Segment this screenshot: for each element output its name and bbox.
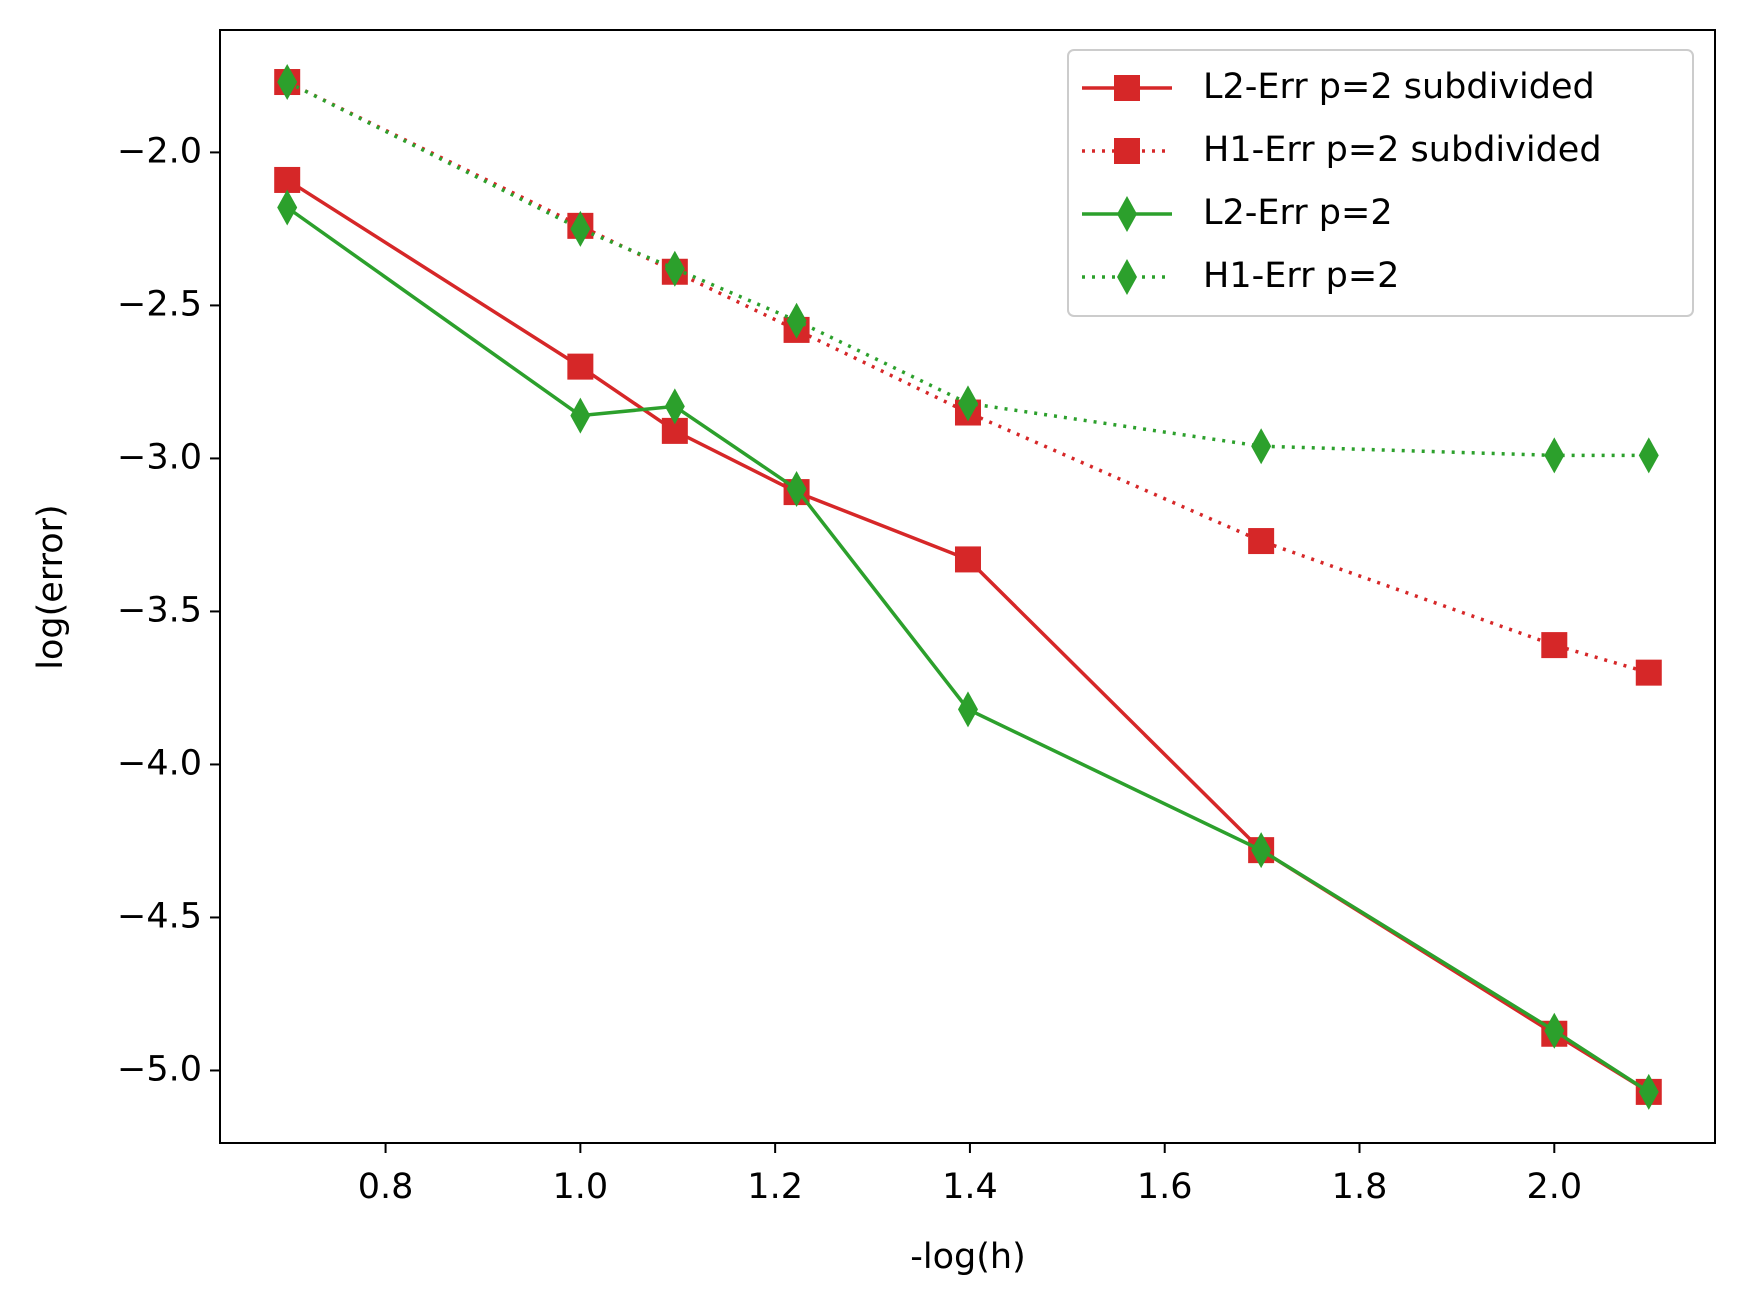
y-tick-label: −2.0	[117, 131, 202, 171]
y-axis-label: log(error)	[31, 504, 71, 669]
x-tick-label: 0.8	[358, 1167, 414, 1207]
plot-frame	[219, 29, 1716, 1144]
marker	[1541, 632, 1568, 659]
marker	[1638, 437, 1659, 474]
series-line	[286, 178, 1650, 1094]
marker	[1544, 437, 1565, 474]
y-tick-label: −2.5	[117, 284, 202, 324]
legend-marker	[1117, 259, 1137, 295]
marker	[786, 471, 807, 508]
series-line	[286, 206, 1650, 1094]
marker	[1248, 528, 1275, 555]
marker	[957, 385, 978, 422]
marker	[1544, 1012, 1565, 1049]
legend-label: H1-Err p=2	[1203, 256, 1399, 296]
marker	[570, 210, 591, 247]
x-axis-label: -log(h)	[910, 1237, 1025, 1277]
legend-label: H1-Err p=2 subdivided	[1203, 130, 1602, 170]
y-tick-label: −3.5	[117, 590, 202, 630]
y-tick-label: −3.0	[117, 437, 202, 477]
marker	[957, 691, 978, 728]
x-tick-label: 1.2	[747, 1167, 803, 1207]
y-tick-label: −4.0	[117, 743, 202, 783]
marker	[1638, 1073, 1659, 1110]
x-tick-label: 1.4	[942, 1167, 998, 1207]
marker	[664, 388, 685, 425]
marker	[1251, 428, 1272, 465]
marker	[1251, 832, 1272, 869]
marker	[1635, 659, 1662, 686]
marker	[277, 64, 298, 101]
marker	[274, 166, 301, 193]
marker	[664, 250, 685, 287]
y-tick-label: −5.0	[117, 1049, 202, 1089]
series-line	[286, 80, 1650, 675]
legend-marker	[1114, 138, 1140, 164]
marker	[786, 302, 807, 339]
marker	[567, 353, 594, 380]
legend-box	[1067, 49, 1694, 317]
marker	[954, 546, 981, 573]
legend-marker	[1114, 75, 1140, 101]
marker	[570, 397, 591, 434]
y-tick-label: −4.5	[117, 896, 202, 936]
legend-label: L2-Err p=2	[1203, 193, 1393, 233]
x-tick-label: 1.0	[553, 1167, 609, 1207]
legend: L2-Err p=2 subdivided H1-Err p=2 subdivid…	[1067, 49, 1694, 317]
legend-marker	[1117, 196, 1137, 232]
x-tick-label: 1.6	[1137, 1167, 1193, 1207]
legend-label: L2-Err p=2 subdivided	[1203, 67, 1595, 107]
x-tick-label: 2.0	[1526, 1167, 1582, 1207]
x-tick-label: 1.8	[1332, 1167, 1388, 1207]
marker	[277, 189, 298, 226]
